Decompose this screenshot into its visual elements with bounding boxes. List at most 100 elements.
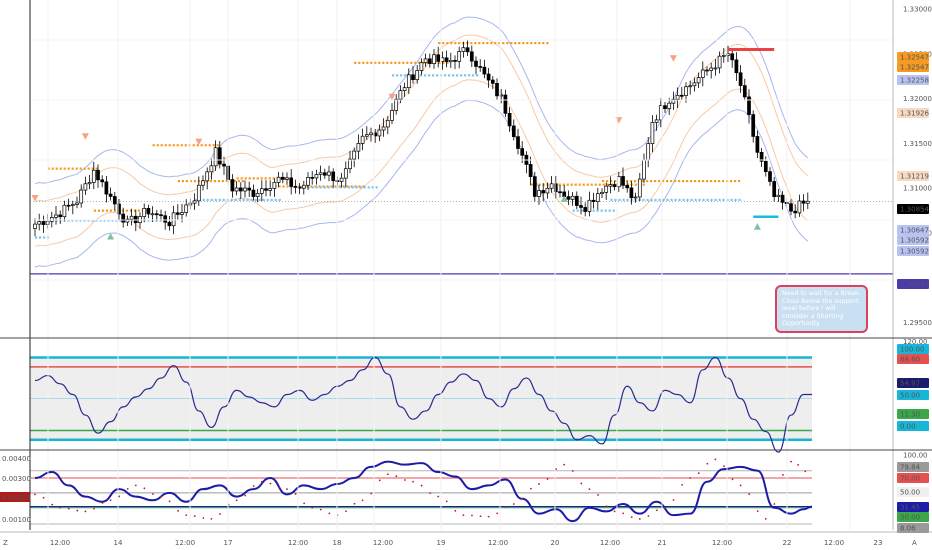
resistance-dot: [358, 61, 361, 64]
candle-up: [255, 193, 260, 197]
support-dot: [55, 219, 58, 222]
support-dot: [702, 198, 705, 202]
candle-down: [293, 186, 298, 188]
resistance-dot: [200, 144, 203, 147]
osc-signal-dot: [613, 510, 616, 513]
price-tick-label: 1.29500: [903, 319, 932, 327]
resistance-dot: [244, 177, 247, 180]
price-tag: 1.30043: [897, 279, 929, 289]
candle-up: [348, 158, 352, 170]
support-dot: [682, 198, 685, 202]
resistance-dot: [193, 179, 196, 183]
resistance-dot: [91, 167, 94, 170]
price-tag: 1.31219: [897, 171, 929, 181]
candle-up: [537, 190, 541, 197]
support-dot: [670, 198, 673, 202]
resistance-dot: [180, 144, 183, 147]
resistance-dot: [658, 179, 661, 183]
resistance-dot: [192, 144, 195, 147]
support-dot: [404, 74, 407, 77]
support-dot: [576, 209, 579, 212]
candle-up: [314, 174, 319, 179]
osc-signal-dot: [462, 514, 465, 517]
resistance-dot: [109, 209, 112, 212]
price-pane[interactable]: [30, 16, 893, 275]
resistance-dot: [240, 177, 243, 180]
osc-signal-dot: [790, 460, 792, 463]
candle-up: [637, 178, 642, 198]
osc-signal-dot: [84, 510, 87, 513]
resistance-dot: [358, 185, 361, 188]
oscillator-pane[interactable]: [30, 458, 813, 525]
candle-down: [730, 53, 735, 61]
support-dot: [476, 74, 479, 77]
rsi-line[interactable]: [34, 356, 813, 453]
candle-up: [129, 215, 134, 220]
price-tag-label: 1.31926: [900, 110, 929, 118]
support-dot: [608, 209, 611, 212]
osc-tag: 79.84: [897, 462, 929, 472]
candle-up: [423, 58, 428, 64]
support-dot: [39, 236, 42, 239]
resistance-dot: [630, 179, 633, 183]
price-tag-label: 1.31219: [900, 173, 929, 181]
candle-down: [217, 147, 222, 165]
resistance-dot: [490, 42, 493, 45]
resistance-dot: [678, 179, 681, 183]
resistance-dot: [237, 179, 240, 183]
rsi-tag-bg: [897, 421, 929, 431]
price-tag: 1.30592: [897, 235, 929, 245]
candle-up: [83, 183, 88, 191]
resistance-dot: [586, 183, 589, 186]
candle-down: [159, 214, 163, 217]
candle-down: [478, 66, 483, 68]
support-dot: [650, 198, 653, 202]
support-dot: [400, 74, 403, 77]
osc-signal-dot: [647, 515, 650, 517]
resistance-dot: [177, 179, 180, 183]
support-dot: [262, 198, 265, 202]
osc-signal-dot: [530, 487, 532, 490]
time-axis-label: 23: [874, 539, 883, 547]
rsi-pane[interactable]: [30, 356, 813, 453]
resistance-dot: [172, 144, 175, 147]
support-dot: [592, 209, 595, 212]
candle-up: [696, 77, 701, 84]
price-tag-bg: [897, 75, 929, 85]
resistance-dot: [394, 61, 397, 64]
support-dot: [706, 198, 709, 202]
support-dot: [359, 186, 362, 189]
osc-signal-dot: [605, 505, 608, 508]
candle-down: [734, 59, 739, 74]
osc-signal-dot: [714, 458, 717, 461]
sell-signal-triangle: [81, 133, 89, 140]
candle-up: [184, 204, 189, 213]
support-dot: [43, 219, 46, 222]
support-dot: [363, 186, 366, 189]
candle-up: [390, 110, 394, 121]
resistance-dot: [378, 61, 381, 64]
candle-up: [549, 183, 554, 189]
candle-up: [360, 135, 365, 144]
buy-signal-triangle: [560, 195, 568, 202]
price-tag-label: 1.32547: [900, 54, 929, 62]
support-dot: [35, 236, 38, 239]
resistance-dot: [414, 61, 417, 64]
osc-signal-dot: [512, 503, 515, 505]
resistance-dot: [502, 42, 505, 45]
candle-up: [633, 196, 638, 199]
candle-up: [667, 102, 672, 109]
osc-main-line[interactable]: [34, 460, 813, 523]
time-axis-label: 12:00: [50, 539, 70, 547]
osc-signal-dot: [723, 465, 725, 468]
price-tick-label: 1.33000: [903, 5, 932, 13]
osc-signal-dot: [689, 477, 692, 479]
candle-down: [751, 114, 756, 137]
candle-up: [33, 223, 37, 229]
osc-signal-dot: [555, 468, 558, 471]
support-dot: [339, 186, 342, 189]
resistance-dot: [101, 209, 104, 212]
time-axis-label: 14: [114, 539, 123, 547]
annotation-note[interactable]: Need to wait for a Break-Close Below the…: [775, 285, 868, 333]
